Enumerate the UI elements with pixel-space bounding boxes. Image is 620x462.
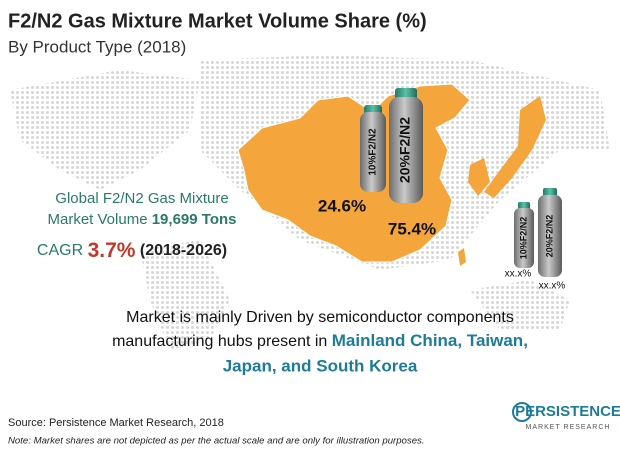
note: Note: Market shares are not depicted as …: [8, 436, 425, 447]
cylinder: 20%F2/N2: [538, 188, 562, 277]
title: F2/N2 Gas Mixture Market Volume Share (%…: [8, 10, 427, 32]
logo-tagline: MARKET RESEARCH: [526, 424, 611, 431]
source: Source: Persistence Market Research, 201…: [8, 417, 224, 429]
global-line: Global F2/N2 Gas Mixture: [55, 190, 228, 207]
cylinder-label: 20%F2/N2: [544, 215, 554, 258]
share-value: 75.4%: [388, 219, 436, 238]
market-highlight: Mainland China, Taiwan,: [332, 331, 528, 350]
global-volume: 19,699 Tons: [152, 211, 237, 228]
japan-map: [484, 96, 546, 198]
global-label: Market Volume: [48, 211, 148, 228]
market-text: manufacturing hubs present in Mainland C…: [112, 331, 528, 350]
korea-map: [468, 158, 490, 196]
market-text-part: manufacturing hubs present in: [112, 333, 327, 350]
subtitle: By Product Type (2018): [8, 37, 186, 56]
share-value: xx.x%: [539, 281, 566, 292]
market-highlight: Japan, and South Korea: [223, 356, 418, 375]
market-text: Market is mainly Driven by semiconductor…: [126, 309, 514, 326]
cylinder-label: 20%F2/N2: [397, 117, 413, 183]
cagr-value: 3.7%: [88, 239, 136, 262]
cagr-period: (2018-2026): [140, 242, 227, 259]
global-line: Market Volume 19,699 Tons: [48, 211, 237, 228]
cylinder: 10%F2/N2: [514, 202, 534, 268]
share-value: 24.6%: [318, 196, 366, 215]
share-value: xx.x%: [505, 269, 532, 280]
taiwan-map: [458, 248, 466, 266]
cagr-label: CAGR: [37, 242, 83, 259]
cylinder-label: 10%F2/N2: [518, 217, 528, 260]
cagr-line: CAGR 3.7% (2018-2026): [37, 239, 227, 262]
cylinder-label: 10%F2/N2: [368, 128, 379, 176]
cylinder: 10%F2/N2: [360, 105, 386, 192]
cylinder: 20%F2/N2: [389, 88, 423, 203]
logo: PERSISTENCE MARKET RESEARCH: [512, 402, 620, 431]
logo-name: PERSISTENCE: [515, 403, 620, 420]
